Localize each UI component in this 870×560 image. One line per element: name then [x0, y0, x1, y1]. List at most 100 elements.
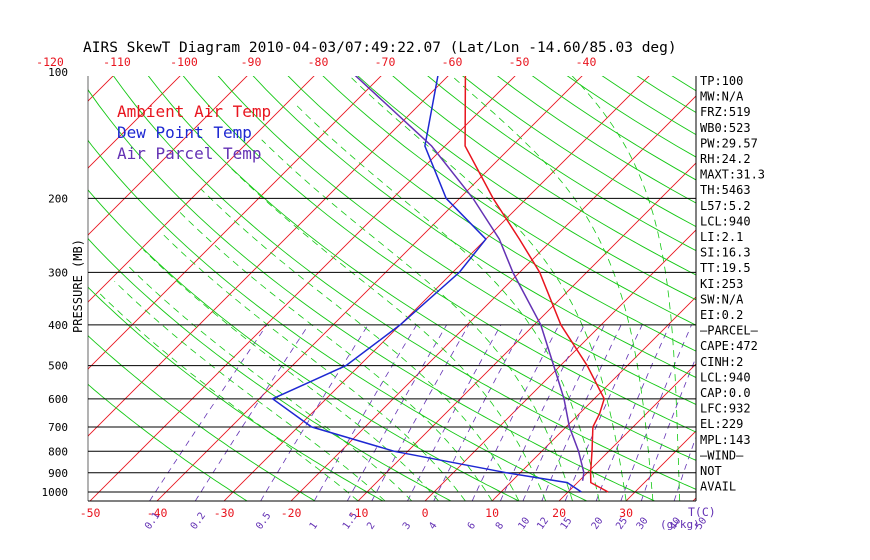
dry-adiabat-line	[496, 76, 696, 204]
bottom-temp-tick-label: 10	[485, 506, 499, 520]
moist-adiabat-line	[571, 76, 681, 501]
bottom-temperature-axis: -50 -40 -30 -20 -10 0 10 20 30 T(C)	[80, 505, 716, 520]
index-entry: SW:N/A	[700, 292, 744, 306]
isotherm-line	[424, 229, 696, 501]
index-entry: WB0:523	[700, 121, 751, 135]
index-entry: LI:2.1	[700, 230, 743, 244]
dry-adiabat-line	[671, 76, 696, 92]
isotherm-line	[0, 72, 50, 501]
isotherm-line	[827, 72, 870, 501]
index-entry: NOT	[700, 464, 722, 478]
legend-entry: Dew Point Temp	[117, 123, 252, 142]
index-entry: L57:5.2	[700, 199, 751, 213]
isotherm-line	[156, 76, 583, 501]
dry-adiabat-line	[322, 76, 696, 326]
moist-adiabat-line	[143, 249, 439, 501]
top-temp-tick-label: -40	[576, 55, 597, 69]
bottom-temp-tick-label: -40	[147, 506, 168, 520]
top-temp-tick-label: -120	[36, 55, 64, 69]
bottom-temp-tick-label: -50	[80, 506, 101, 520]
isotherm-line	[88, 76, 382, 370]
moist-adiabat-line	[200, 188, 520, 501]
top-temp-tick-label: -110	[103, 55, 131, 69]
pressure-tick-label: 200	[48, 192, 68, 205]
top-temp-tick-label: -100	[170, 55, 198, 69]
moist-adiabat-lines	[98, 76, 681, 501]
dry-adiabat-line	[147, 76, 696, 461]
moist-adiabat-line	[179, 211, 493, 501]
mixing-ratio-label: 12	[535, 516, 551, 532]
mixing-ratio-line	[149, 324, 268, 501]
dry-adiabat-line	[252, 76, 696, 378]
pressure-axis: 100 200 300 400 500 600 700 800 900 1000	[42, 66, 69, 499]
index-entry: CINH:2	[700, 355, 743, 369]
sounding-profiles	[271, 76, 609, 493]
index-entry: TT:19.5	[700, 261, 751, 275]
mixing-ratio-label: 1	[308, 520, 320, 531]
index-entry: MAXT:31.3	[700, 168, 765, 182]
isotherm-line	[88, 76, 449, 437]
index-entry: AVAIL	[700, 480, 736, 494]
isotherm-line	[89, 76, 516, 501]
mixing-ratio-label: 30	[635, 516, 651, 532]
bottom-temp-tick-label: 30	[619, 506, 633, 520]
mixing-ratio-line	[595, 324, 671, 501]
pressure-tick-label: 500	[48, 360, 68, 373]
mixing-ratio-line	[522, 324, 605, 501]
dry-adiabat-line	[182, 76, 696, 433]
bottom-temp-tick-label: -20	[281, 506, 302, 520]
bottom-temp-tick-label: 20	[552, 506, 566, 520]
index-entry: CAP:0.0	[700, 386, 751, 400]
dry-adiabat-line	[531, 76, 696, 181]
mixing-ratio-label: 0.5	[254, 511, 273, 532]
isotherm-line	[88, 76, 315, 303]
index-entry: TH:5463	[700, 183, 751, 197]
legend-entry: Air Parcel Temp	[117, 144, 262, 163]
mixing-ratio-line	[564, 324, 643, 501]
dry-adiabat-line	[88, 189, 519, 501]
pressure-tick-label: 900	[48, 467, 68, 480]
dry-adiabat-line	[112, 76, 696, 490]
mixing-ratio-line	[471, 324, 560, 501]
pressure-tick-label: 400	[48, 319, 68, 332]
moist-adiabat-line	[349, 76, 627, 501]
chart-title: AIRS SkewT Diagram 2010-04-03/07:49:22.0…	[83, 40, 677, 56]
index-entry: —WIND—	[700, 448, 744, 462]
mixing-ratio-line	[260, 324, 369, 501]
dry-adiabat-line	[88, 335, 316, 501]
legend: Ambient Air Temp Dew Point Temp Air Parcel…	[117, 102, 271, 163]
index-entry: LCL:940	[700, 214, 751, 228]
mixing-ratio-label: 6	[466, 520, 478, 531]
mixing-ratio-label: 10	[516, 516, 532, 532]
series-line	[464, 76, 609, 493]
dry-adiabat-line	[88, 139, 587, 501]
top-temp-tick-label: -80	[308, 55, 329, 69]
index-entry: MW:N/A	[700, 90, 744, 104]
mixing-ratio-label: 20	[590, 516, 606, 532]
pressure-tick-label: 800	[48, 445, 68, 458]
dry-adiabat-line	[88, 383, 248, 501]
pressure-tick-label: 300	[48, 266, 68, 279]
mixing-ratio-label: 3	[401, 520, 413, 531]
index-entry: MPL:143	[700, 433, 751, 447]
mixing-ratio-line	[620, 324, 692, 501]
mixing-ratio-label: 0.2	[189, 511, 208, 532]
moist-adiabat-line	[451, 76, 654, 501]
moist-adiabat-line	[98, 292, 359, 501]
dry-adiabat-line	[88, 238, 452, 501]
dry-adiabat-line	[427, 76, 696, 252]
y-axis-label: PRESSURE (MB)	[71, 239, 85, 333]
series-line	[354, 76, 585, 481]
isotherm-line	[290, 95, 696, 501]
dry-adiabat-line	[217, 76, 696, 405]
mixing-ratio-line	[433, 324, 525, 501]
index-entry: CAPE:472	[700, 339, 758, 353]
isotherm-line	[558, 363, 696, 501]
index-entry: EI:0.2	[700, 308, 743, 322]
mixing-ratio-line	[194, 324, 309, 501]
mixing-ratio-line	[541, 324, 622, 501]
mixing-ratio-unit: (g/kg)	[660, 518, 700, 531]
moist-adiabat-line	[296, 105, 600, 501]
index-entry: KI:253	[700, 277, 743, 291]
